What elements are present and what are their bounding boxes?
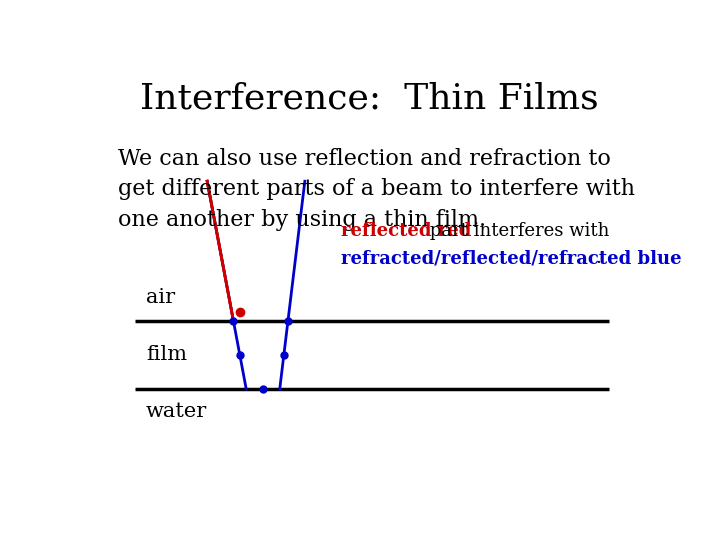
Text: reflected red: reflected red <box>341 222 472 240</box>
Text: part interferes with: part interferes with <box>423 222 609 240</box>
Text: Interference:  Thin Films: Interference: Thin Films <box>140 82 598 116</box>
Text: air: air <box>145 288 175 307</box>
Text: film: film <box>145 345 187 364</box>
Text: .: . <box>595 249 601 267</box>
Text: We can also use reflection and refraction to
get different parts of a beam to in: We can also use reflection and refractio… <box>118 148 635 231</box>
Text: refracted/reflected/refracted blue: refracted/reflected/refracted blue <box>341 249 682 267</box>
Text: water: water <box>145 402 207 422</box>
